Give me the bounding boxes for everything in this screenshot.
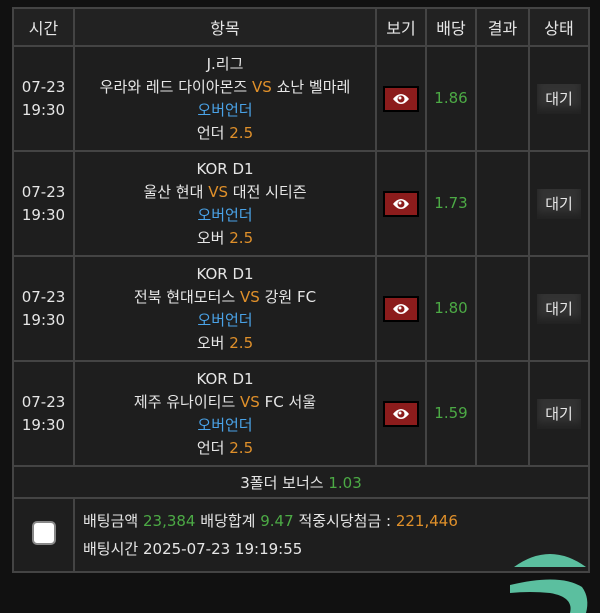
table-row: 07-23 19:30 KOR D1 울산 현대 VS 대전 시티즌 오버언더 오…	[12, 150, 590, 257]
item-cell: J.리그 우라와 레드 다이아몬즈 VS 쇼난 벨마레 오버언더 언더 2.5	[73, 45, 377, 152]
table-header: 시간 항목 보기 배당 결과 상태	[12, 7, 590, 47]
home-team: 우라와 레드 다이아몬즈	[99, 77, 248, 96]
item-cell: KOR D1 전북 현대모터스 VS 강원 FC 오버언더 오버 2.5	[73, 255, 377, 362]
time-cell: 07-23 19:30	[12, 255, 75, 362]
table-row: 07-23 19:30 KOR D1 제주 유나이티드 VS FC 서울 오버언더…	[12, 360, 590, 467]
game-date: 07-23	[21, 182, 66, 201]
line: 2.5	[229, 228, 254, 247]
bonus-label: 3폴더 보너스	[240, 473, 324, 492]
view-button[interactable]	[383, 85, 419, 112]
away-team: 쇼난 벨마레	[276, 77, 351, 96]
odds-value: 1.59	[425, 360, 477, 467]
home-team: 전북 현대모터스	[133, 287, 236, 306]
away-team: FC 서울	[264, 392, 317, 411]
line: 2.5	[229, 123, 254, 142]
decorative-logo-shape	[510, 554, 588, 613]
table-row: 07-23 19:30 J.리그 우라와 레드 다이아몬즈 VS 쇼난 벨마레 오…	[12, 45, 590, 152]
payout-value: 221,446	[395, 512, 458, 530]
game-time: 19:30	[21, 310, 66, 329]
vs-label: VS	[208, 182, 228, 201]
vs-label: VS	[240, 287, 260, 306]
header-result: 결과	[475, 7, 530, 47]
header-time: 시간	[12, 7, 75, 47]
odds-value: 1.80	[425, 255, 477, 362]
bonus-row: 3폴더 보너스 1.03	[12, 465, 590, 499]
odds-total-label: 배당합계	[200, 512, 256, 530]
amount-value: 23,384	[142, 512, 196, 530]
bet-time: 배팅시간 2025-07-23 19:19:55	[83, 535, 588, 563]
away-team: 강원 FC	[264, 287, 317, 306]
market-type: 오버언더	[197, 415, 253, 434]
away-team: 대전 시티즌	[232, 182, 307, 201]
bet-summary: 배팅금액 23,384 배당합계 9.47 적중시당첨금 : 221,446	[83, 507, 588, 535]
result-value	[475, 255, 530, 362]
table-row: 07-23 19:30 KOR D1 전북 현대모터스 VS 강원 FC 오버언더…	[12, 255, 590, 362]
eye-icon	[393, 303, 409, 314]
select-checkbox[interactable]	[31, 521, 56, 545]
game-time: 19:30	[21, 100, 66, 119]
time-cell: 07-23 19:30	[12, 150, 75, 257]
time-cell: 07-23 19:30	[12, 45, 75, 152]
game-date: 07-23	[21, 287, 66, 306]
status-badge: 대기	[537, 293, 581, 324]
line: 2.5	[229, 333, 254, 352]
result-value	[475, 45, 530, 152]
item-cell: KOR D1 울산 현대 VS 대전 시티즌 오버언더 오버 2.5	[73, 150, 377, 257]
item-cell: KOR D1 제주 유나이티드 VS FC 서울 오버언더 언더 2.5	[73, 360, 377, 467]
status-badge: 대기	[537, 398, 581, 429]
view-button[interactable]	[383, 295, 419, 322]
market-type: 오버언더	[197, 100, 253, 119]
home-team: 울산 현대	[143, 182, 204, 201]
bet-time-label: 배팅시간	[83, 540, 139, 558]
footer-row: 배팅금액 23,384 배당합계 9.47 적중시당첨금 : 221,446 배…	[12, 497, 590, 573]
odds-value: 1.73	[425, 150, 477, 257]
eye-icon	[393, 198, 409, 209]
result-value	[475, 150, 530, 257]
result-value	[475, 360, 530, 467]
amount-label: 배팅금액	[83, 512, 139, 530]
pick: 언더	[196, 438, 225, 457]
bonus-value: 1.03	[328, 473, 362, 492]
market-type: 오버언더	[197, 205, 253, 224]
vs-label: VS	[240, 392, 260, 411]
vs-label: VS	[251, 77, 272, 96]
league: KOR D1	[196, 159, 254, 178]
game-time: 19:30	[21, 205, 66, 224]
header-item: 항목	[73, 7, 377, 47]
home-team: 제주 유나이티드	[133, 392, 236, 411]
payout-label: 적중시당첨금 :	[298, 512, 392, 530]
pick: 오버	[196, 333, 225, 352]
line: 2.5	[229, 438, 254, 457]
market-type: 오버언더	[197, 310, 253, 329]
game-date: 07-23	[21, 77, 66, 96]
view-button[interactable]	[383, 190, 419, 217]
pick: 언더	[196, 123, 225, 142]
league: KOR D1	[196, 369, 254, 388]
odds-value: 1.86	[425, 45, 477, 152]
odds-total-value: 9.47	[260, 512, 294, 530]
eye-icon	[393, 408, 409, 419]
league: J.리그	[206, 54, 244, 73]
view-button[interactable]	[383, 400, 419, 427]
eye-icon	[393, 93, 409, 104]
status-badge: 대기	[537, 83, 581, 114]
header-status: 상태	[528, 7, 590, 47]
game-time: 19:30	[21, 415, 66, 434]
header-odds: 배당	[425, 7, 477, 47]
game-date: 07-23	[21, 392, 66, 411]
header-view: 보기	[375, 7, 427, 47]
status-badge: 대기	[537, 188, 581, 219]
league: KOR D1	[196, 264, 254, 283]
bet-time-value: 2025-07-23 19:19:55	[142, 540, 303, 558]
time-cell: 07-23 19:30	[12, 360, 75, 467]
bet-slip-table: 시간 항목 보기 배당 결과 상태 07-23 19:30 J.리그 우라와 레드…	[12, 7, 590, 573]
pick: 오버	[196, 228, 225, 247]
